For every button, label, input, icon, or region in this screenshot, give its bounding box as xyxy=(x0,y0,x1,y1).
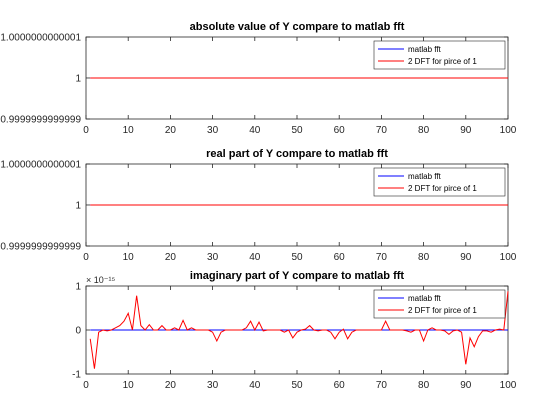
legend: matlab fft 2 DFT for pirce of 1 xyxy=(373,289,506,319)
x-tick-label: 60 xyxy=(334,252,346,263)
subplot-3: imaginary part of Y compare to matlab ff… xyxy=(72,270,517,391)
y-tick-label: -1 xyxy=(72,370,81,381)
x-tick-label: 40 xyxy=(249,380,261,391)
x-tick-label: 20 xyxy=(165,252,177,263)
legend: matlab fft 2 DFT for pirce of 1 xyxy=(373,40,506,70)
chart-title: real part of Y compare to matlab fft xyxy=(206,148,388,160)
y-tick-label: 1 xyxy=(75,282,81,293)
x-tick-label: 90 xyxy=(460,380,472,391)
x-tick-label: 0 xyxy=(83,252,89,263)
x-tick-label: 30 xyxy=(207,380,219,391)
y-tick-label: 0.9999999999999 xyxy=(0,115,81,126)
y-tick-label: 1.0000000000001 xyxy=(0,33,81,44)
legend-entry-2: 2 DFT for pirce of 1 xyxy=(408,306,477,315)
series-line-2 xyxy=(89,291,509,369)
y-tick-label: 0.9999999999999 xyxy=(0,242,81,253)
legend-entry-1: matlab fft xyxy=(408,172,442,181)
y-exponent-label: × 10⁻¹⁵ xyxy=(86,275,116,285)
subplot-1: absolute value of Y compare to matlab ff… xyxy=(0,21,516,136)
legend-box xyxy=(373,289,506,319)
x-tick-label: 80 xyxy=(418,252,430,263)
x-tick-label: 100 xyxy=(500,125,517,136)
chart-title: imaginary part of Y compare to matlab ff… xyxy=(190,270,404,282)
legend-box xyxy=(373,40,506,70)
subplot-2: real part of Y compare to matlab fft 0 10 2… xyxy=(0,148,516,263)
x-tick-label: 40 xyxy=(249,252,261,263)
legend-entry-2: 2 DFT for pirce of 1 xyxy=(408,57,477,66)
y-tick-label: 1.0000000000001 xyxy=(0,160,81,171)
x-tick-label: 90 xyxy=(460,252,472,263)
legend-entry-1: matlab fft xyxy=(408,45,442,54)
y-tick-label: 1 xyxy=(75,73,81,84)
x-tick-label: 80 xyxy=(418,380,430,391)
x-tick-label: 0 xyxy=(83,125,89,136)
x-tick-label: 50 xyxy=(291,252,303,263)
x-tick-label: 20 xyxy=(165,125,177,136)
x-tick-label: 100 xyxy=(500,380,517,391)
x-tick-label: 50 xyxy=(291,125,303,136)
x-tick-label: 10 xyxy=(123,125,135,136)
x-tick-label: 70 xyxy=(376,380,388,391)
x-tick-label: 100 xyxy=(500,252,517,263)
x-tick-label: 10 xyxy=(123,252,135,263)
x-tick-label: 40 xyxy=(249,125,261,136)
legend-box xyxy=(373,167,506,197)
y-tick-label: 1 xyxy=(75,200,81,211)
x-tick-label: 90 xyxy=(460,125,472,136)
legend-entry-1: matlab fft xyxy=(408,294,442,303)
legend-entry-2: 2 DFT for pirce of 1 xyxy=(408,184,477,193)
x-tick-label: 0 xyxy=(83,380,89,391)
x-tick-label: 20 xyxy=(165,380,177,391)
x-tick-label: 50 xyxy=(291,380,303,391)
x-tick-label: 70 xyxy=(376,252,388,263)
x-tick-label: 60 xyxy=(334,380,346,391)
y-tick-label: 0 xyxy=(75,326,81,337)
x-tick-label: 10 xyxy=(123,380,135,391)
chart-title: absolute value of Y compare to matlab ff… xyxy=(190,21,405,33)
x-tick-label: 60 xyxy=(334,125,346,136)
x-tick-label: 30 xyxy=(207,125,219,136)
x-tick-label: 30 xyxy=(207,252,219,263)
legend: matlab fft 2 DFT for pirce of 1 xyxy=(373,167,506,197)
x-tick-label: 70 xyxy=(376,125,388,136)
x-tick-label: 80 xyxy=(418,125,430,136)
